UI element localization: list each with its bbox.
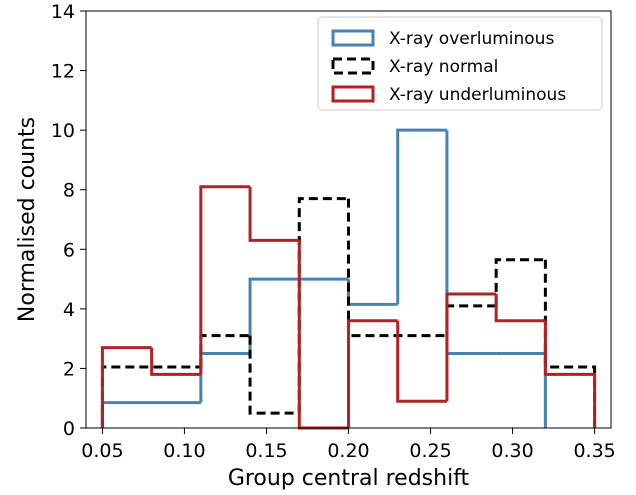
series-x-ray-overluminous xyxy=(102,130,545,428)
histogram-bin xyxy=(250,279,299,353)
histogram-bin xyxy=(299,240,348,428)
histogram-bin xyxy=(496,354,545,428)
histogram-bin xyxy=(398,130,447,304)
y-tick-label: 4 xyxy=(63,299,75,321)
histogram-bin xyxy=(102,348,151,428)
x-tick-label: 0.10 xyxy=(163,440,205,462)
x-tick-label: 0.20 xyxy=(327,440,369,462)
y-tick-label: 8 xyxy=(63,180,75,202)
histogram-bin xyxy=(496,294,545,321)
x-tick-label: 0.25 xyxy=(409,440,451,462)
histogram-bin xyxy=(545,321,594,428)
histogram-bin xyxy=(398,321,447,401)
x-tick-label: 0.35 xyxy=(573,440,615,462)
y-tick-label: 10 xyxy=(51,120,75,142)
series-layer xyxy=(102,130,594,428)
legend-label: X-ray underluminous xyxy=(389,85,566,105)
histogram-bin xyxy=(201,354,250,403)
histogram-bin xyxy=(496,260,545,306)
histogram-bin xyxy=(447,130,496,353)
y-axis-label: Normalised counts xyxy=(15,117,40,322)
histogram-bin xyxy=(447,294,496,401)
histogram-bin xyxy=(545,260,594,428)
histogram-bin xyxy=(201,187,250,375)
x-axis-label: Group central redshift xyxy=(228,466,470,491)
histogram-bin xyxy=(102,403,200,428)
y-tick-label: 2 xyxy=(63,358,75,380)
histogram-bin xyxy=(447,306,496,336)
x-tick-label: 0.30 xyxy=(491,440,533,462)
x-tick-label: 0.05 xyxy=(81,440,123,462)
x-tick-label: 0.15 xyxy=(245,440,287,462)
legend-label: X-ray normal xyxy=(389,57,498,77)
y-tick-label: 14 xyxy=(51,1,75,23)
legend: X-ray overluminous X-ray normal X-ray unde… xyxy=(318,17,602,110)
y-tick-label: 0 xyxy=(63,418,75,440)
histogram-bin xyxy=(299,199,348,413)
series-x-ray-underluminous xyxy=(102,187,594,428)
histogram-bin xyxy=(250,187,299,241)
legend-label: X-ray overluminous xyxy=(389,29,554,49)
histogram-bin xyxy=(152,348,201,375)
histogram-bin xyxy=(102,367,200,428)
histogram-bin xyxy=(250,336,299,413)
y-tick-label: 6 xyxy=(63,239,75,261)
y-tick-label: 12 xyxy=(51,61,75,83)
histogram-bin xyxy=(349,279,398,304)
histogram-bin xyxy=(201,336,250,367)
